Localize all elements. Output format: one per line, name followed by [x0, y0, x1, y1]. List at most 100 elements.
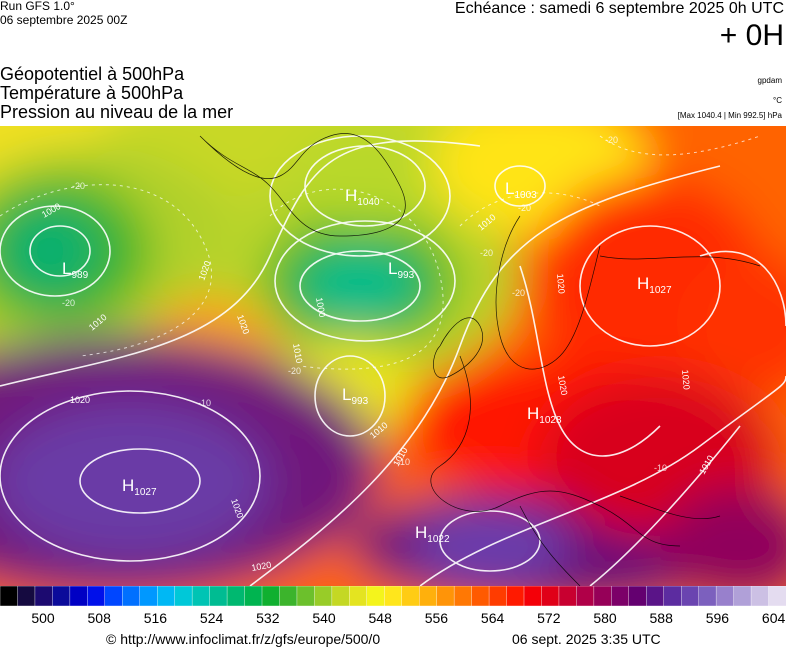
legend-swatch — [401, 586, 420, 606]
unit-temperature: °C — [773, 96, 782, 105]
temperature-label: -10 — [397, 457, 410, 467]
legend-label: 604 — [761, 610, 786, 626]
legend-swatch — [261, 586, 281, 606]
pressure-center-high: H1027 — [637, 274, 672, 296]
legend-swatch — [768, 586, 786, 606]
legend-label: 556 — [424, 610, 449, 626]
legend-swatch — [733, 586, 752, 606]
legend-swatch — [558, 586, 578, 606]
legend-swatch — [279, 586, 298, 606]
legend-swatch — [349, 586, 368, 606]
isobars — [0, 135, 786, 586]
legend-label: 516 — [143, 610, 168, 626]
legend-swatch — [698, 586, 717, 606]
pressure-center-high: H1028 — [527, 404, 562, 426]
pressure-center-low: L993 — [388, 259, 415, 281]
legend-swatch — [593, 586, 613, 606]
legend-label: 540 — [312, 610, 336, 626]
legend-swatch — [0, 586, 19, 606]
param-pressure: Pression au niveau de la mer — [0, 102, 234, 122]
legend-swatch — [646, 586, 665, 606]
legend-label: 580 — [593, 610, 617, 626]
unit-geopotential: gpdam — [757, 76, 782, 85]
temperature-isotherms — [0, 135, 761, 370]
legend-swatch — [523, 586, 543, 606]
legend-swatch — [663, 586, 682, 606]
isobar-label: 1020 — [251, 560, 272, 573]
pressure-center-low: L989 — [62, 259, 89, 281]
legend-label: 596 — [705, 610, 730, 626]
legend-label: 508 — [87, 610, 111, 626]
legend-swatch — [331, 586, 351, 606]
legend-swatch — [226, 586, 246, 606]
legend-swatch — [87, 586, 106, 606]
run-date: 06 septembre 2025 00Z — [0, 13, 128, 27]
isobar-label: 1020 — [555, 273, 567, 294]
legend-label: 548 — [368, 610, 392, 626]
forecast-horizon: + 0H — [719, 19, 784, 52]
temperature-label: -20 — [62, 298, 75, 308]
source-credit: © http://www.infoclimat.fr/z/gfs/europe/… — [106, 631, 381, 647]
legend-swatch — [209, 586, 228, 606]
legend-swatch — [17, 586, 36, 606]
isobar-label: 1000 — [314, 297, 327, 318]
legend-swatch — [366, 586, 385, 606]
legend-label: 532 — [256, 610, 280, 626]
temperature-labels: -20 -20 -20 -20 -20 -20 -10 -10 -10 -20 — [62, 135, 667, 473]
legend-label: 524 — [199, 610, 224, 626]
legend-swatch — [244, 586, 263, 606]
geopotential-field — [0, 126, 786, 586]
isobar-label: 1020 — [70, 395, 90, 405]
weather-map: H1040 L1003 L989 L993 H1027 L993 H1028 H1027 H10… — [0, 126, 786, 586]
pressure-centers: H1040 L1003 L989 L993 H1027 L993 H1028 H1027 H10… — [62, 179, 672, 545]
legend-swatch — [139, 586, 158, 606]
legend-swatch — [419, 586, 438, 606]
legend-label: 588 — [649, 610, 673, 626]
legend-swatch — [69, 586, 89, 606]
legend-swatch — [488, 586, 508, 606]
legend-swatch — [715, 586, 735, 606]
pressure-center-high: H1027 — [122, 476, 157, 498]
legend-swatch — [122, 586, 141, 606]
temperature-label: -20 — [288, 366, 301, 376]
legend-label: 572 — [537, 610, 561, 626]
coastlines — [199, 133, 761, 586]
forecast-time: Echéance : samedi 6 septembre 2025 0h UT… — [454, 0, 784, 17]
temperature-label: -20 — [512, 288, 525, 298]
pressure-center-low: L1003 — [505, 179, 537, 201]
legend-swatch — [156, 586, 176, 606]
legend-swatch — [174, 586, 193, 606]
legend-label: 500 — [31, 610, 55, 626]
legend-swatch — [191, 586, 211, 606]
legend-swatch — [471, 586, 490, 606]
legend-swatch — [314, 586, 333, 606]
legend-swatch — [681, 586, 700, 606]
temperature-label: -20 — [605, 135, 618, 145]
param-geopotential: Géopotentiel à 500hPa — [0, 64, 185, 84]
param-temperature: Température à 500hPa — [0, 83, 184, 103]
legend-swatch — [506, 586, 525, 606]
legend-swatch — [34, 586, 54, 606]
legend-label: 564 — [480, 610, 505, 626]
temperature-label: -20 — [72, 181, 85, 191]
temperature-label: -10 — [654, 463, 667, 473]
color-legend — [0, 586, 786, 606]
isobar-label: 1010 — [291, 343, 304, 364]
isobar-label: 1020 — [680, 369, 692, 390]
pressure-center-low: L993 — [342, 385, 369, 407]
temperature-label: -10 — [198, 398, 211, 408]
pressure-center-high: H1022 — [415, 523, 450, 545]
legend-swatch — [296, 586, 316, 606]
legend-swatch — [104, 586, 123, 606]
legend-swatch — [611, 586, 630, 606]
pressure-range: [Max 1040.4 | Min 992.5] hPa — [677, 111, 782, 120]
pressure-center-high: H1040 — [345, 186, 380, 208]
model-run: Run GFS 1.0° — [0, 0, 75, 13]
legend-swatch — [750, 586, 770, 606]
legend-swatch — [453, 586, 473, 606]
legend-swatch — [384, 586, 403, 606]
legend-swatch — [628, 586, 647, 606]
legend-swatch — [541, 586, 560, 606]
isobar-label: 1020 — [556, 375, 569, 396]
legend-swatch — [436, 586, 455, 606]
